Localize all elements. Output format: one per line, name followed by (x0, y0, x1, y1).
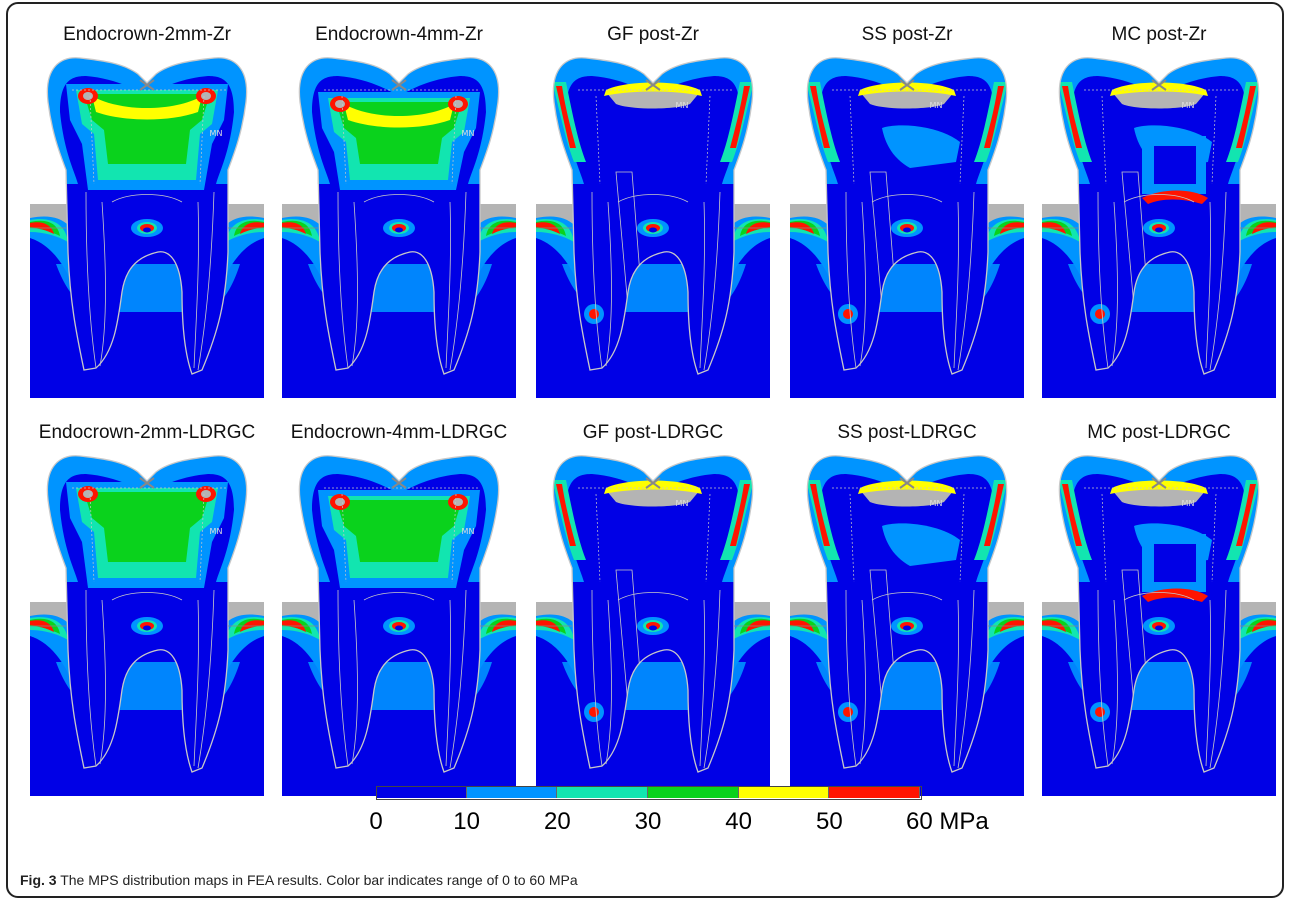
mx-label: MX (141, 467, 154, 476)
mn-label: MN (462, 527, 475, 536)
mx-label: MX (141, 69, 154, 78)
mn-label: MN (462, 129, 475, 138)
color-bar-segment (829, 786, 920, 798)
panel-title: Endocrown-2mm-Zr (63, 24, 231, 45)
mx-label: MX (393, 69, 406, 78)
mn-label: MN (1182, 101, 1195, 110)
color-bar-segment (557, 786, 648, 798)
stress-map: MX MN (1042, 57, 1276, 398)
color-bar-tick: 50 (815, 808, 843, 835)
mn-label: MN (210, 129, 223, 138)
stress-map: MX MN (536, 57, 770, 398)
figure-frame (6, 2, 1284, 898)
mx-label: MX (393, 467, 406, 476)
color-bar-tick: 0 (369, 808, 383, 835)
mn-label: MN (210, 527, 223, 536)
stress-map: MX MN (790, 57, 1024, 398)
color-bar-segment (466, 786, 558, 798)
panel-title: Endocrown-2mm-LDRGC (38, 422, 256, 443)
figure-label: Fig. 3 (20, 872, 57, 888)
panel-title: Endocrown-4mm-LDRGC (290, 422, 508, 443)
stress-map: MX MN (30, 455, 264, 796)
mn-label: MN (930, 101, 943, 110)
mx-label: MX (647, 69, 660, 78)
color-bar-segment (738, 786, 830, 798)
mn-label: MN (1182, 499, 1195, 508)
stress-map: MX MN (1042, 455, 1276, 796)
panel-title: MC post-LDRGC (1087, 422, 1231, 443)
panel-title: MC post-Zr (1111, 24, 1207, 45)
panel-title: GF post-Zr (607, 24, 699, 45)
color-bar-tick: 10 (453, 808, 481, 835)
stress-map: MX MN (30, 57, 264, 398)
mn-label: MN (676, 499, 689, 508)
color-bar-tick: 30 (634, 808, 662, 835)
mx-label: MX (1153, 69, 1166, 78)
color-bar-border (376, 786, 922, 800)
color-bar-segment (376, 786, 467, 798)
stress-map: MX MN (282, 455, 516, 796)
mx-label: MX (901, 69, 914, 78)
panel-title: Endocrown-4mm-Zr (315, 24, 483, 45)
color-bar-tick: 40 (725, 808, 753, 835)
panel-title: GF post-LDRGC (582, 422, 724, 443)
mx-label: MX (647, 467, 660, 476)
mx-label: MX (901, 467, 914, 476)
stress-map: MX MN (790, 455, 1024, 796)
color-bar-tick: 20 (543, 808, 571, 835)
color-bar-tick: 60 MPa (906, 808, 989, 835)
figure-caption: Fig. 3 The MPS distribution maps in FEA … (20, 872, 578, 888)
panel-title: SS post-LDRGC (837, 422, 977, 443)
color-bar (376, 786, 922, 800)
color-bar-segment (648, 786, 739, 798)
panel-title: SS post-Zr (861, 24, 953, 45)
caption-text: The MPS distribution maps in FEA results… (56, 872, 578, 888)
mn-label: MN (676, 101, 689, 110)
mn-label: MN (930, 499, 943, 508)
mx-label: MX (1153, 467, 1166, 476)
stress-map: MX MN (536, 455, 770, 796)
stress-map: MX MN (282, 57, 516, 398)
